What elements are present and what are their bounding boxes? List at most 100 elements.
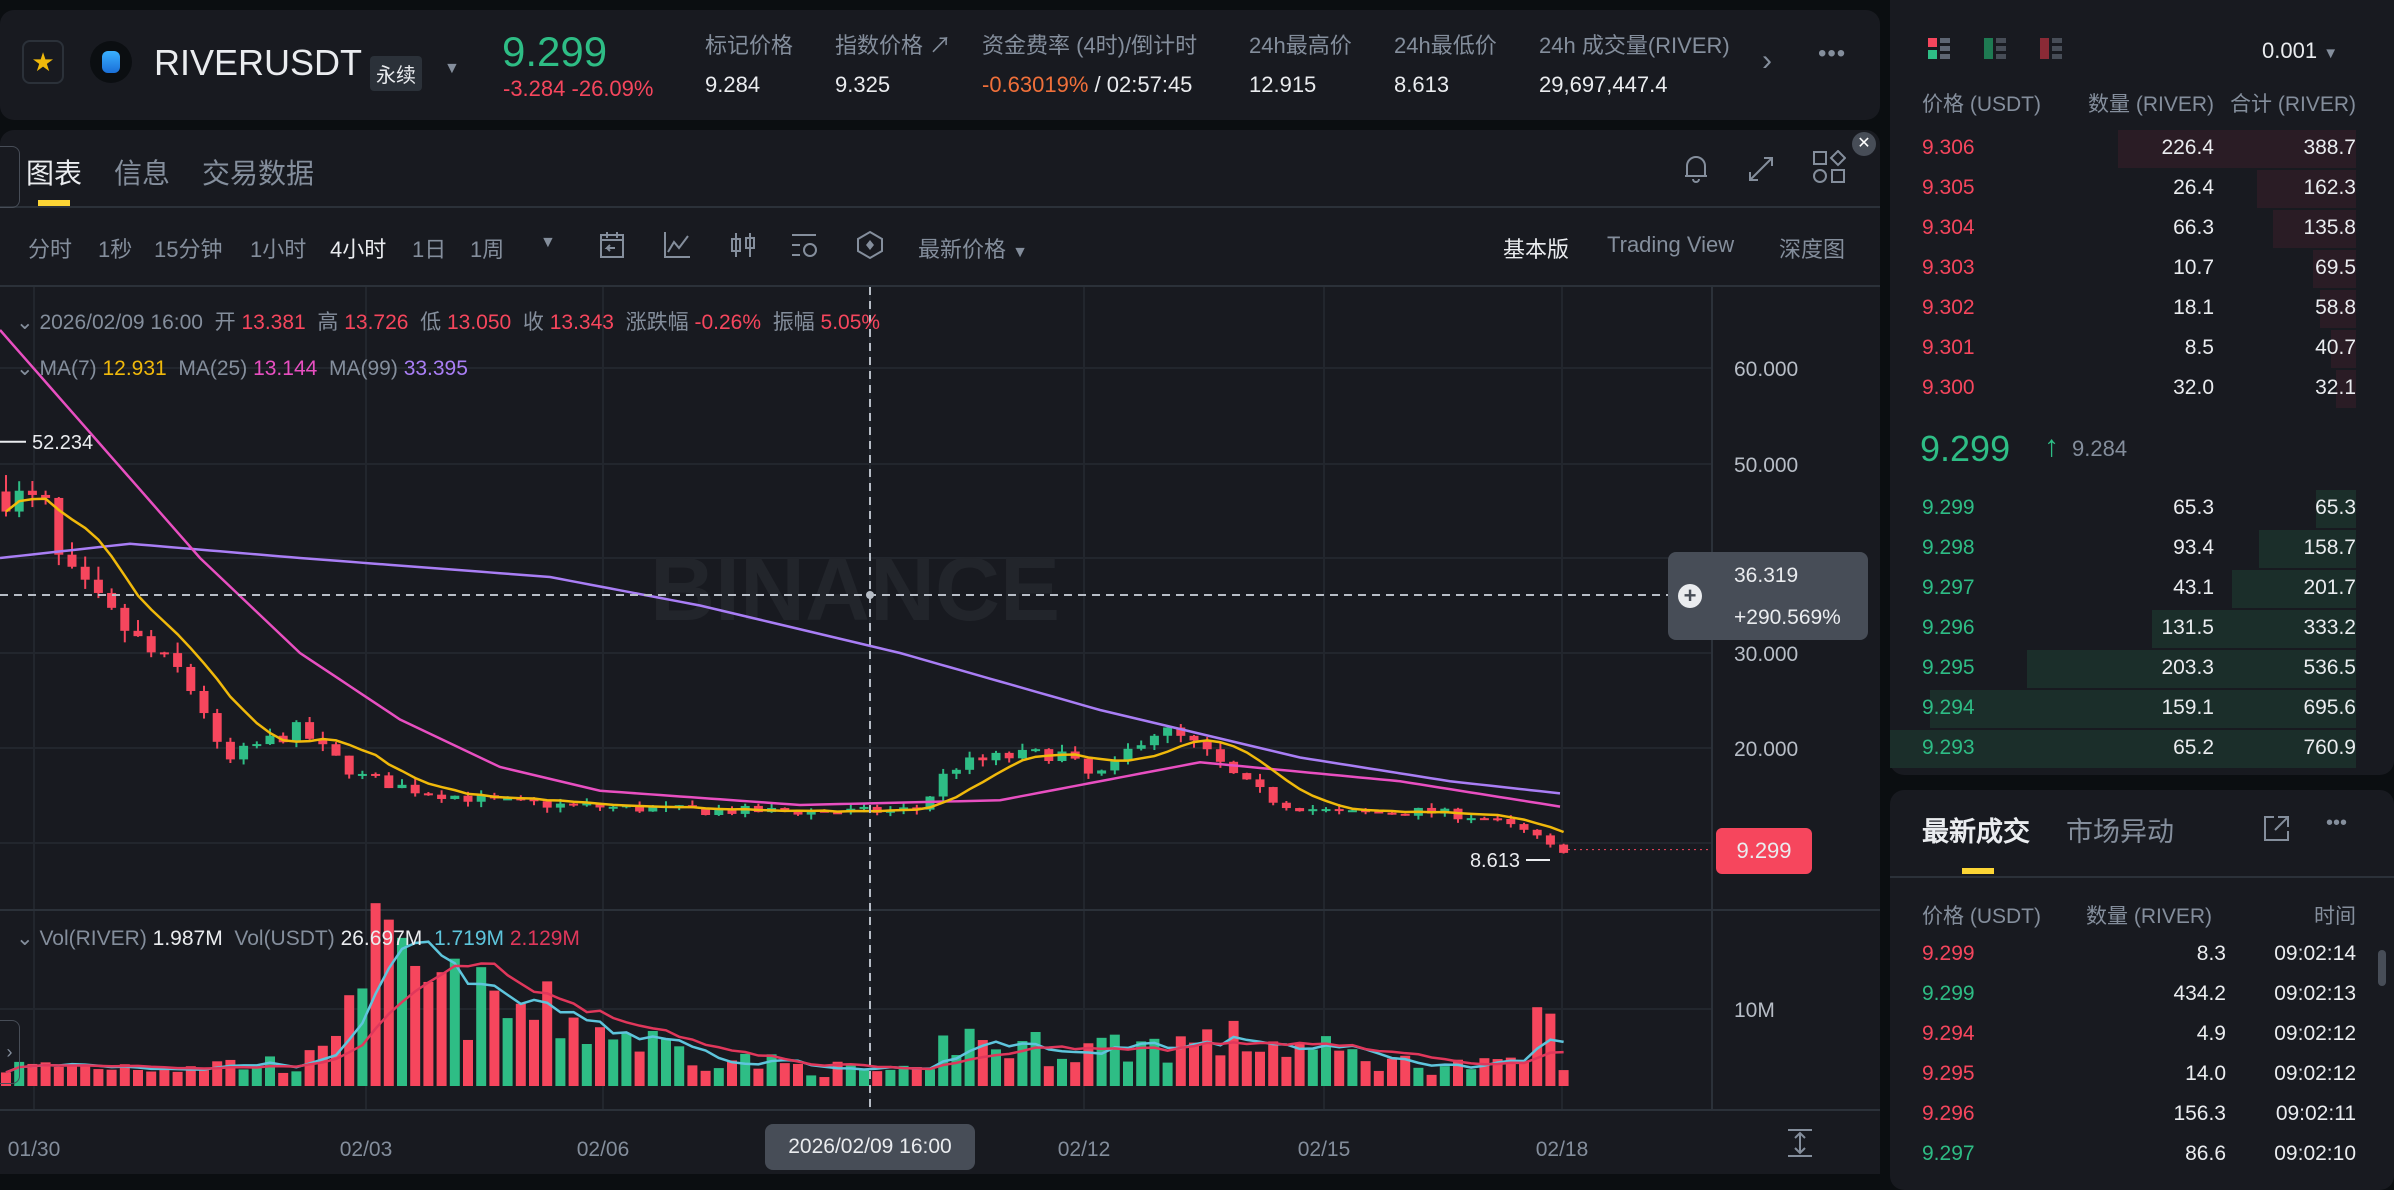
favorite-star-button[interactable]: ★ [22, 40, 64, 84]
tab-latest-trades[interactable]: 最新成交 [1922, 817, 2030, 847]
popout-icon[interactable] [2262, 814, 2290, 847]
candle-body [1295, 808, 1305, 812]
scrollbar[interactable] [2378, 950, 2386, 986]
ask-row[interactable]: 9.303 10.7 69.5 [1890, 248, 2394, 288]
tab-chart[interactable]: 图表 [26, 158, 83, 189]
close-value: 13.343 [549, 311, 614, 334]
candle-body [1387, 812, 1397, 815]
candle-body [793, 811, 803, 815]
index-price-label[interactable]: 指数价格 ↗ [835, 33, 952, 58]
candle-type-icon[interactable] [728, 230, 758, 265]
tab-trading-data[interactable]: 交易数据 [202, 158, 315, 189]
change-abs: -3.284 [503, 76, 566, 101]
volume-bar [199, 1070, 209, 1086]
view-basic[interactable]: 基本版 [1503, 237, 1570, 262]
indicator-icon[interactable] [662, 230, 692, 265]
bid-row[interactable]: 9.294 159.1 695.6 [1890, 688, 2394, 728]
tab-info[interactable]: 信息 [114, 158, 171, 189]
interval-1d[interactable]: 1日 [412, 237, 447, 262]
orderbook-asks-view-icon[interactable] [2040, 38, 2064, 67]
volume-bar [1439, 1066, 1450, 1086]
date-range-icon[interactable] [598, 230, 628, 265]
interval-4h[interactable]: 4小时 [330, 237, 387, 262]
ask-row[interactable]: 9.304 66.3 135.8 [1890, 208, 2394, 248]
candle-body [833, 812, 843, 815]
ask-amount: 18.1 [2173, 296, 2214, 319]
interval-dropdown-icon[interactable]: ▼ [540, 234, 556, 251]
ask-row[interactable]: 9.300 32.0 32.1 [1890, 368, 2394, 408]
candle-body [1097, 770, 1107, 774]
bid-row[interactable]: 9.296 131.5 333.2 [1890, 608, 2394, 648]
bid-row[interactable]: 9.293 65.2 760.9 [1890, 728, 2394, 768]
expand-left-handle[interactable] [0, 146, 20, 208]
tab-market-movers[interactable]: 市场异动 [2066, 817, 2174, 847]
candle-body [1, 491, 11, 512]
ask-total: 32.1 [2315, 376, 2356, 399]
bid-price: 9.294 [1922, 696, 1975, 719]
bid-row[interactable]: 9.297 43.1 201.7 [1890, 568, 2394, 608]
interval-1w[interactable]: 1周 [470, 237, 505, 262]
volume-bar [489, 990, 500, 1086]
bid-row[interactable]: 9.295 203.3 536.5 [1890, 648, 2394, 688]
orderbook-bids-view-icon[interactable] [1984, 38, 2008, 67]
river-logo-icon [90, 41, 132, 83]
interval-1h[interactable]: 1小时 [250, 237, 307, 262]
collapse-icon[interactable]: ⌄ [16, 927, 34, 950]
collapse-icon[interactable]: ⌄ [16, 311, 34, 334]
reset-scale-icon[interactable] [1786, 1128, 1814, 1163]
candle-body [305, 722, 315, 739]
volume-bar [106, 1069, 117, 1086]
interval-time-share[interactable]: 分时 [28, 237, 73, 262]
bid-total: 65.3 [2315, 496, 2356, 519]
chart-settings-icon[interactable] [790, 230, 822, 265]
layout-widgets-icon[interactable] [1812, 149, 1847, 189]
orderbook-both-view-icon[interactable] [1928, 38, 1952, 67]
ask-total: 58.8 [2315, 296, 2356, 319]
bid-row[interactable]: 9.298 93.4 158.7 [1890, 528, 2394, 568]
price-change: -3.284 -26.09% [503, 76, 653, 102]
candle-body [1017, 749, 1027, 759]
current-price-tag: 9.299 [1716, 828, 1812, 874]
candlestick-chart[interactable]: BINANCE 60.000 50.000 30.000 20.000 10M 01/30 0… [0, 130, 1880, 1174]
chevron-right-icon[interactable]: › [1762, 44, 1772, 77]
bid-row[interactable]: 9.299 65.3 65.3 [1890, 488, 2394, 528]
candle-body [1321, 809, 1331, 812]
price-axis-label: 50.000 [1734, 454, 1798, 477]
price-type-select[interactable]: 最新价格 ▼ [918, 232, 1028, 264]
more-icon[interactable]: ••• [1818, 40, 1847, 67]
collapse-icon[interactable]: ⌄ [16, 357, 34, 380]
symbol-name[interactable]: RIVERUSDT [154, 42, 363, 83]
interval-15m[interactable]: 15分钟 [154, 237, 223, 262]
ob-header-price: 价格 (USDT) [1922, 93, 2041, 116]
open-label: 开 [214, 311, 236, 334]
tick-size-select[interactable]: 0.001 ▼ [2262, 38, 2338, 64]
more-icon[interactable]: ••• [2326, 812, 2348, 834]
trade-price: 9.299 [1922, 942, 1975, 965]
candle-body [859, 806, 869, 809]
ask-row[interactable]: 9.306 226.4 388.7 [1890, 128, 2394, 168]
symbol-dropdown-icon[interactable]: ▼ [444, 60, 460, 77]
ask-price: 9.300 [1922, 376, 1975, 399]
close-widget-icon[interactable]: ✕ [1852, 132, 1876, 156]
add-alert-plus-icon[interactable]: + [1678, 584, 1702, 608]
view-depth[interactable]: 深度图 [1779, 237, 1846, 262]
depth-bar [2117, 130, 2356, 168]
candle-body [1110, 760, 1120, 771]
ask-row[interactable]: 9.305 26.4 162.3 [1890, 168, 2394, 208]
alert-bell-icon[interactable] [1683, 152, 1709, 184]
depth-toggle-icon[interactable] [856, 230, 884, 265]
view-tradingview[interactable]: Trading View [1607, 232, 1735, 257]
ask-row[interactable]: 9.302 18.1 58.8 [1890, 288, 2394, 328]
volume-bar [595, 1027, 605, 1086]
bid-amount: 203.3 [2161, 656, 2214, 679]
expand-left-handle[interactable]: › [0, 1020, 20, 1084]
date-axis-label: 01/30 [8, 1138, 61, 1161]
trade-amount: 434.2 [2173, 982, 2226, 1005]
candle-body [608, 806, 618, 809]
ask-row[interactable]: 9.301 8.5 40.7 [1890, 328, 2394, 368]
ma7-line [5, 497, 1565, 834]
bid-price: 9.299 [1922, 496, 1975, 519]
fullscreen-icon[interactable] [1746, 154, 1776, 189]
candle-body [806, 810, 816, 815]
interval-1s[interactable]: 1秒 [98, 237, 133, 262]
